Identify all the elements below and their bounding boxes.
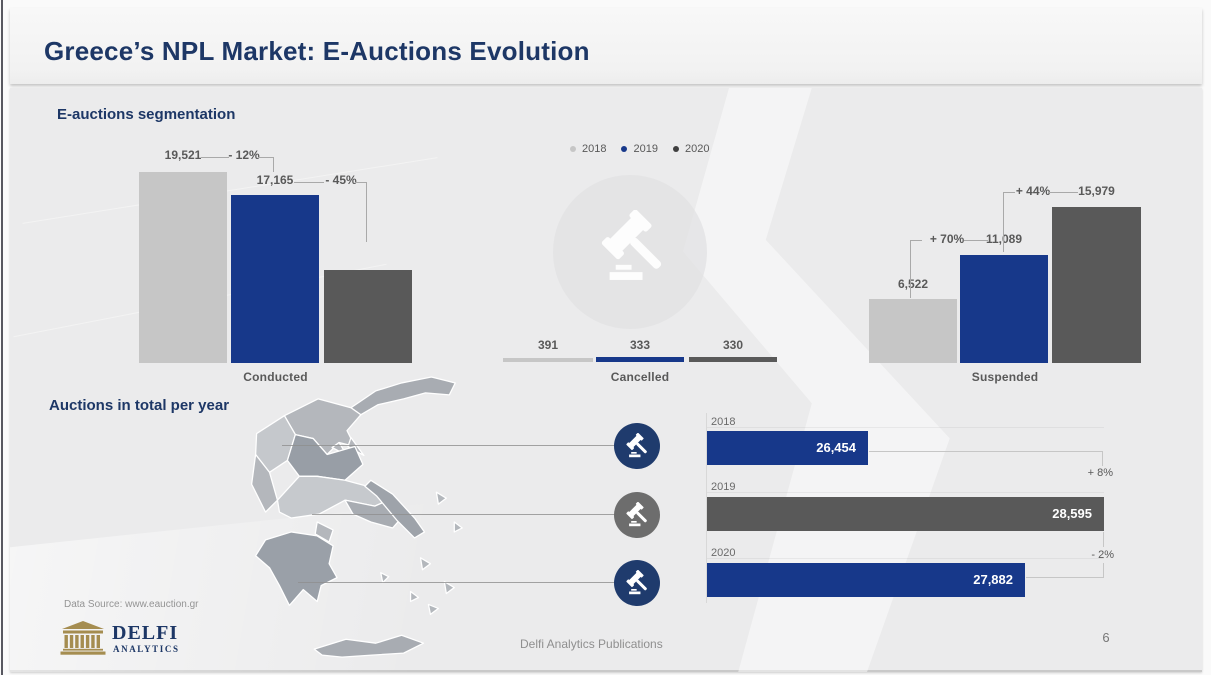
chart-legend: 2018 2019 2020 bbox=[570, 143, 709, 155]
gavel-icon bbox=[625, 569, 651, 596]
legend-label-2018: 2018 bbox=[582, 143, 607, 155]
map-connector-2018 bbox=[282, 445, 615, 446]
total-bar-2019: 28,595 bbox=[707, 497, 1104, 531]
year-label-2020: 2020 bbox=[711, 547, 736, 559]
legend-label-2019: 2019 bbox=[633, 143, 658, 155]
bar-conducted-2019 bbox=[231, 195, 319, 363]
value-conducted-2019: 17,165 bbox=[256, 173, 294, 187]
legend-item-2019: 2019 bbox=[621, 143, 658, 155]
totals-heading: Auctions in total per year bbox=[49, 397, 230, 414]
total-bar-2020: 27,882 bbox=[707, 563, 1025, 597]
year-label-2019: 2019 bbox=[711, 481, 736, 493]
totals-connector-segment bbox=[1026, 577, 1104, 578]
data-source-text: Data Source: www.eauction.gr bbox=[64, 599, 199, 610]
temple-logo-icon bbox=[60, 621, 106, 655]
totals-gridline bbox=[707, 427, 1104, 428]
bar-suspended-2018 bbox=[869, 299, 957, 363]
value-suspended-2020: 15,979 bbox=[1078, 184, 1115, 198]
bar-cancelled-2018 bbox=[503, 358, 593, 362]
greece-map bbox=[250, 376, 463, 658]
value-suspended-2018: 6,522 bbox=[897, 277, 929, 291]
gavel-icon bbox=[625, 432, 651, 459]
page-number: 6 bbox=[1102, 630, 1110, 645]
total-value-2020: 27,882 bbox=[973, 572, 1013, 587]
pct-suspended-2020: + 44% bbox=[1015, 184, 1051, 198]
gavel-circle-2020 bbox=[614, 560, 660, 606]
value-cancelled-2019: 333 bbox=[629, 338, 651, 352]
bar-cancelled-2019 bbox=[596, 357, 684, 362]
page-title: Greece’s NPL Market: E-Auctions Evolutio… bbox=[44, 36, 590, 66]
bar-conducted-2018 bbox=[139, 172, 227, 363]
map-connector-2020 bbox=[298, 582, 615, 583]
totals-connector-segment bbox=[1103, 563, 1104, 577]
total-bar-2018: 26,454 bbox=[707, 431, 868, 465]
connector-bracket bbox=[910, 240, 922, 298]
legend-item-2020: 2020 bbox=[672, 143, 710, 155]
bar-cancelled-2020 bbox=[689, 357, 777, 362]
bar-suspended-2020 bbox=[1052, 207, 1141, 363]
pct-conducted-2019: - 12% bbox=[228, 148, 260, 162]
legend-dot-2018 bbox=[570, 146, 576, 152]
connector-bracket bbox=[258, 157, 274, 172]
total-value-2019: 28,595 bbox=[1052, 506, 1092, 521]
totals-gridline bbox=[707, 492, 1104, 493]
totals-pct-2020: - 2% bbox=[1091, 549, 1114, 561]
gavel-circle-2019 bbox=[614, 492, 660, 538]
totals-connector-segment bbox=[1103, 532, 1104, 547]
logo-subtitle: ANALYTICS bbox=[113, 644, 180, 654]
connector-line bbox=[964, 240, 988, 241]
category-label-conducted: Conducted bbox=[243, 370, 308, 384]
pct-suspended-2019: + 70% bbox=[929, 232, 965, 246]
gavel-circle-2018 bbox=[614, 423, 660, 469]
value-cancelled-2018: 391 bbox=[537, 338, 559, 352]
bar-conducted-2020 bbox=[324, 270, 412, 363]
legend-label-2020: 2020 bbox=[684, 143, 710, 155]
value-conducted-2018: 19,521 bbox=[164, 148, 202, 162]
totals-pct-2019: + 8% bbox=[1087, 467, 1113, 479]
connector-line bbox=[201, 157, 229, 158]
legend-item-2018: 2018 bbox=[570, 143, 606, 155]
legend-dot-2019 bbox=[621, 146, 628, 152]
category-label-suspended: Suspended bbox=[971, 370, 1039, 384]
year-label-2018: 2018 bbox=[711, 416, 736, 428]
logo-title: DELFI bbox=[112, 622, 179, 644]
value-cancelled-2020: 330 bbox=[722, 338, 744, 352]
bar-suspended-2019 bbox=[960, 255, 1048, 363]
pct-conducted-2020: - 45% bbox=[325, 173, 357, 187]
totals-gridline bbox=[707, 558, 1104, 559]
left-edge-line bbox=[1, 0, 3, 675]
connector-bracket bbox=[1003, 192, 1015, 252]
connector-line bbox=[294, 182, 324, 183]
footer-publications: Delfi Analytics Publications bbox=[520, 637, 663, 651]
map-connector-2019 bbox=[312, 514, 615, 515]
title-band bbox=[10, 8, 1202, 84]
totals-connector bbox=[869, 451, 1103, 466]
totals-axis-line bbox=[706, 413, 707, 603]
segmentation-heading: E-auctions segmentation bbox=[57, 106, 236, 123]
legend-dot-2020 bbox=[672, 146, 679, 152]
connector-bracket bbox=[355, 182, 367, 242]
gavel-icon bbox=[625, 501, 651, 528]
connector-line bbox=[1048, 192, 1078, 193]
total-value-2018: 26,454 bbox=[816, 440, 856, 455]
category-label-cancelled: Cancelled bbox=[610, 370, 670, 384]
